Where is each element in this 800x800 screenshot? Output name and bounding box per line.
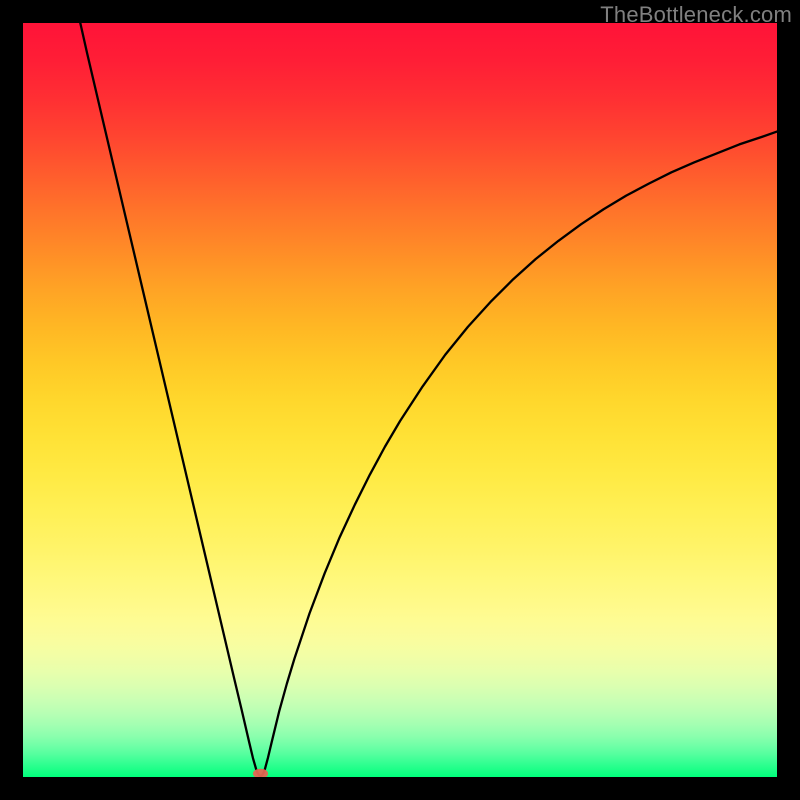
gradient-background — [23, 23, 777, 777]
chart-stage: TheBottleneck.com — [0, 0, 800, 800]
watermark-text: TheBottleneck.com — [600, 2, 792, 28]
chart-svg — [23, 23, 777, 777]
plot-area — [23, 23, 777, 777]
